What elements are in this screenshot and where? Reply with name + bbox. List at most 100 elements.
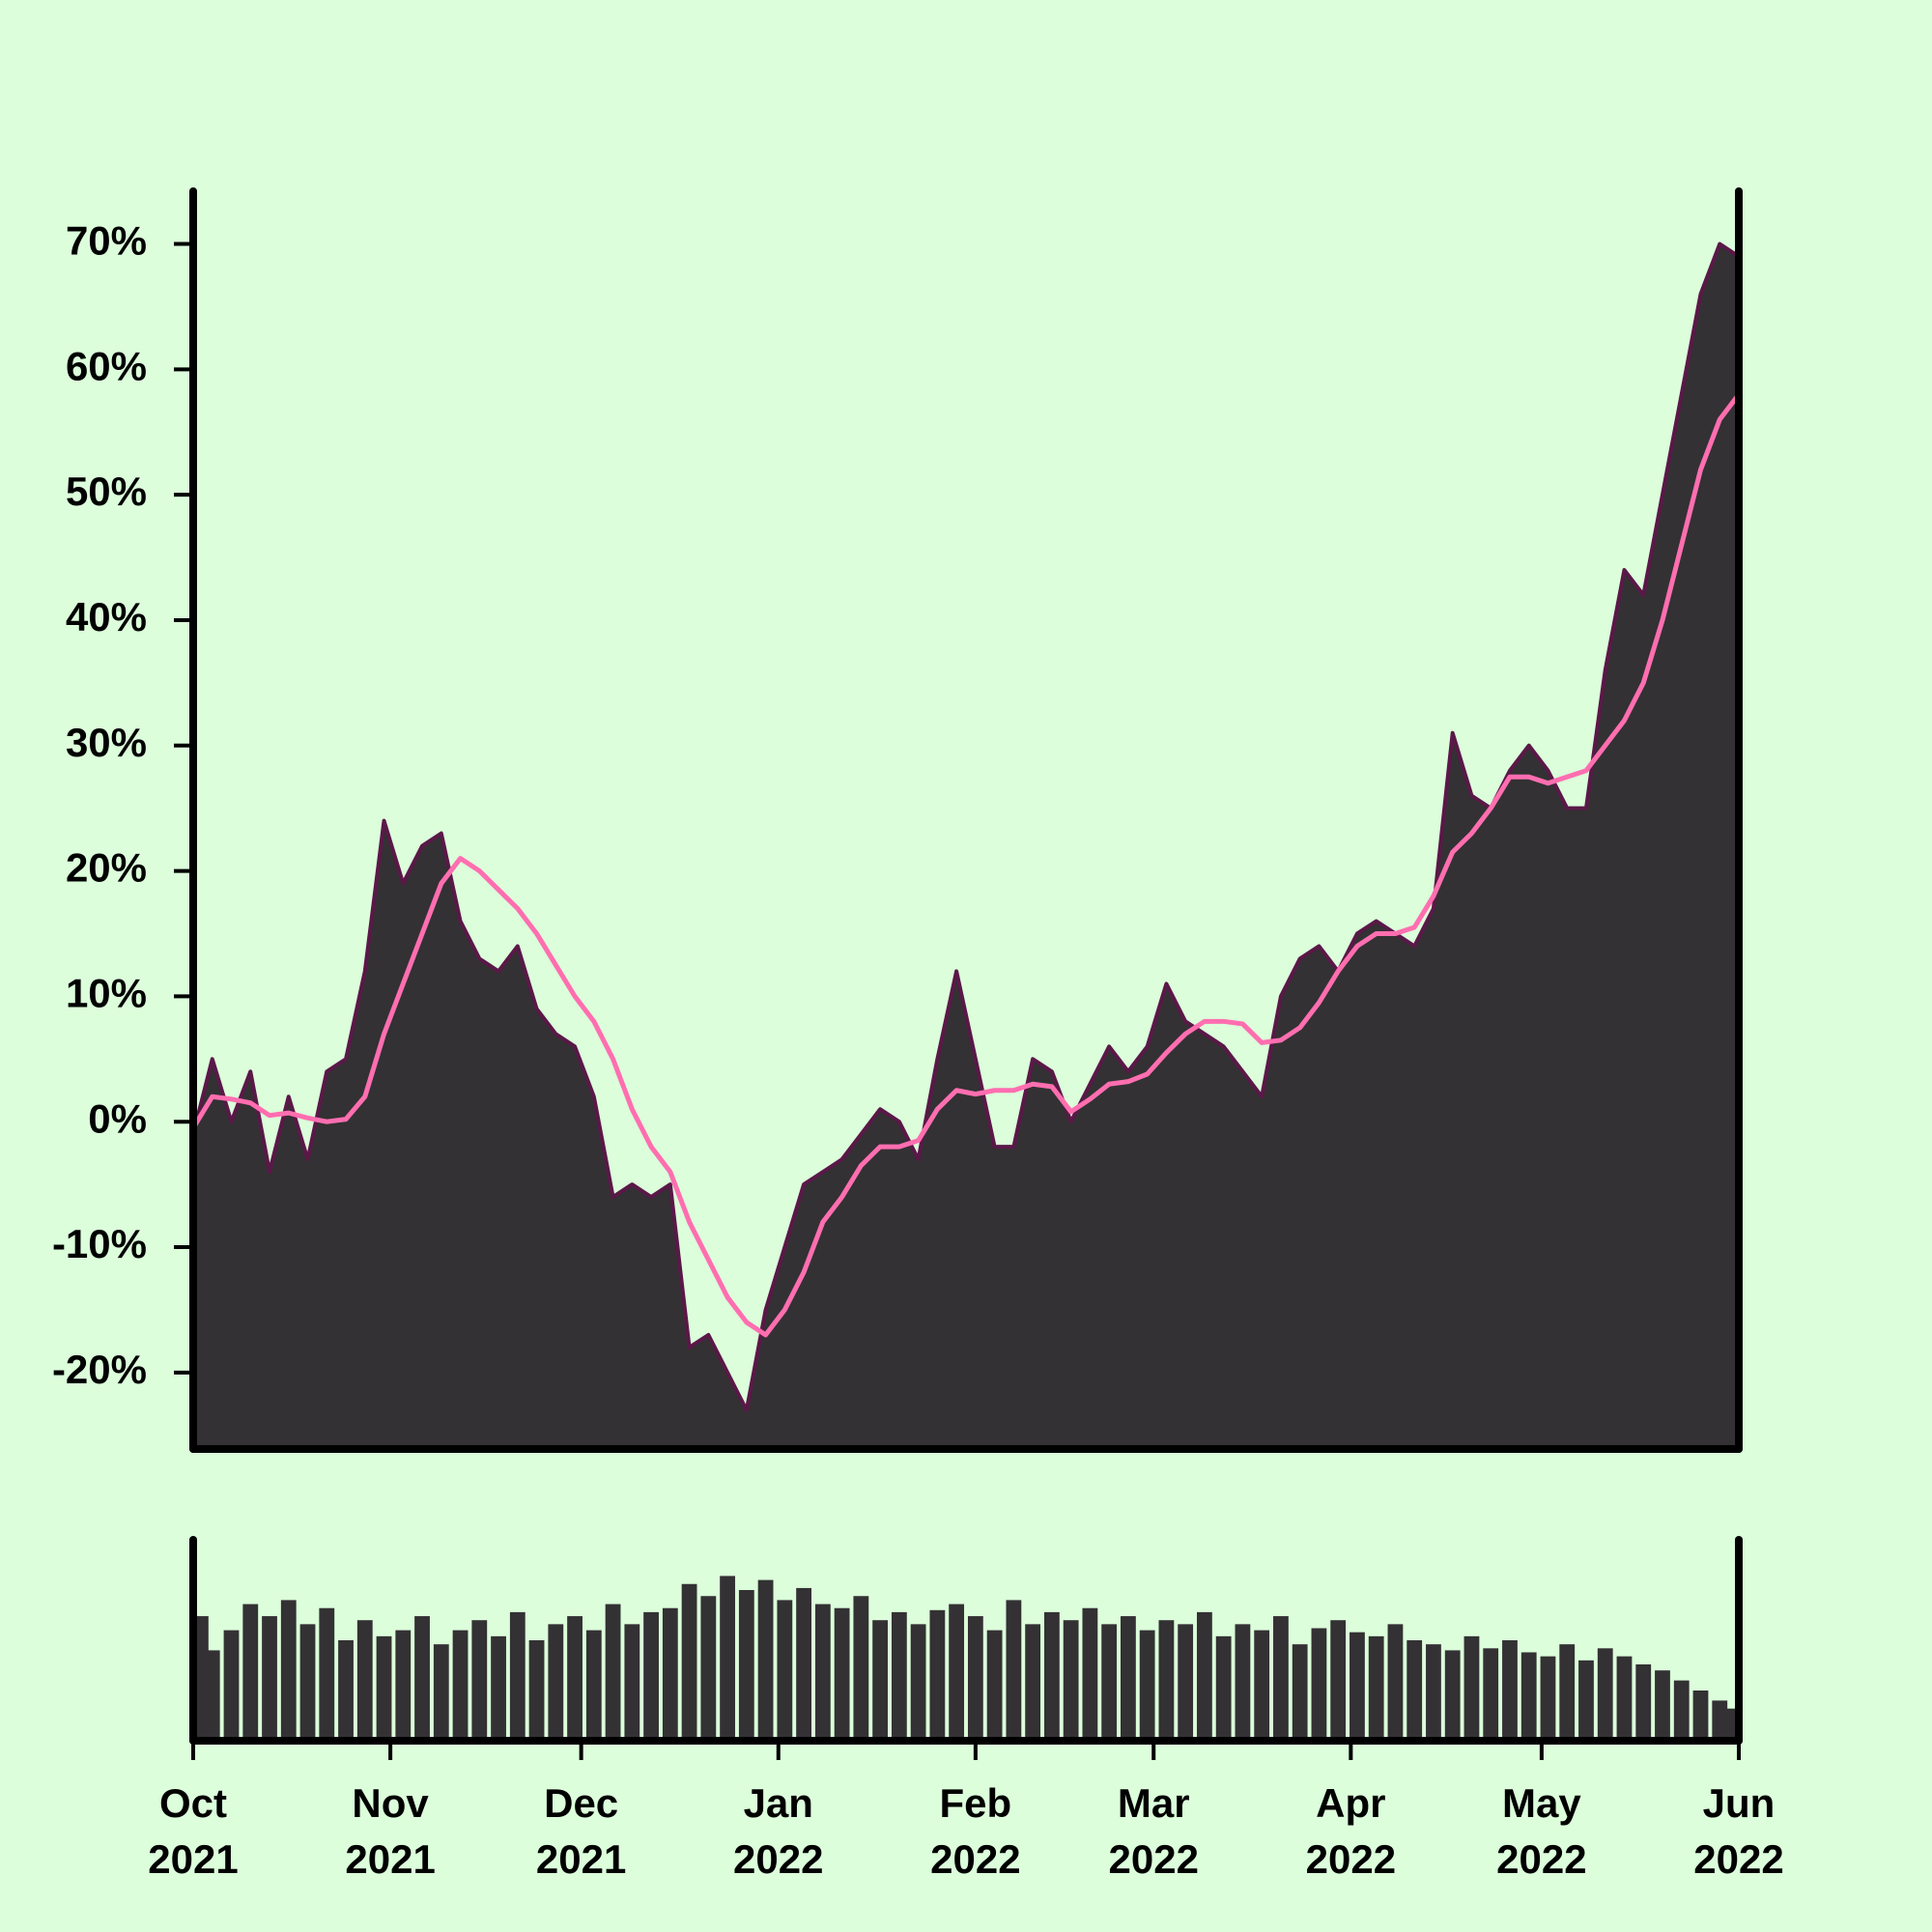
volume-bar: [1559, 1644, 1576, 1741]
volume-bar: [262, 1616, 277, 1741]
volume-bar: [796, 1587, 811, 1741]
volume-bar: [1692, 1690, 1709, 1741]
x-tick-label: Apr 2022: [1305, 1780, 1397, 1882]
volume-bar: [1158, 1620, 1175, 1741]
volume-bar: [1025, 1624, 1041, 1741]
volume-bar: [319, 1607, 335, 1741]
volume-bar: [700, 1596, 717, 1741]
volume-bar: [929, 1609, 946, 1741]
volume-bar: [338, 1640, 354, 1741]
volume-bar: [242, 1604, 259, 1741]
volume-bar: [1101, 1624, 1118, 1741]
volume-bar: [949, 1604, 965, 1741]
volume-bar: [509, 1611, 526, 1741]
y-tick-label: 10%: [66, 970, 147, 1015]
volume-bar: [1673, 1680, 1690, 1741]
x-tick-label: Mar 2022: [1108, 1780, 1199, 1882]
volume-bar: [643, 1611, 659, 1741]
volume-bar: [491, 1635, 506, 1741]
x-tick-label: Jun 2022: [1693, 1780, 1784, 1882]
volume-bar: [548, 1624, 564, 1741]
volume-bar: [1139, 1630, 1155, 1741]
volume-bar: [356, 1620, 373, 1741]
volume-bar: [1444, 1650, 1461, 1741]
volume-bar: [986, 1630, 1003, 1741]
volume-bar: [1215, 1635, 1232, 1741]
volume-bar: [1063, 1620, 1079, 1741]
volume-bar: [1463, 1635, 1480, 1741]
volume-bar: [738, 1590, 754, 1741]
volume-bar: [1006, 1600, 1022, 1741]
x-tick-label: Jan 2022: [733, 1780, 824, 1882]
volume-bar: [662, 1607, 678, 1741]
volume-bar: [1121, 1616, 1136, 1741]
volume-bar: [1350, 1632, 1365, 1741]
volume-bar: [872, 1620, 889, 1741]
volume-bar: [204, 1650, 220, 1741]
volume-bar: [395, 1630, 412, 1741]
volume-bar: [853, 1596, 869, 1741]
volume-bar: [1043, 1611, 1060, 1741]
y-tick-label: 30%: [66, 720, 147, 765]
volume-bar: [1235, 1624, 1251, 1741]
volume-bar: [834, 1607, 850, 1741]
volume-bar: [299, 1624, 316, 1741]
volume-bar: [1540, 1656, 1556, 1741]
volume-bar: [433, 1644, 449, 1741]
volume-bar: [528, 1640, 545, 1741]
volume-bar: [814, 1604, 831, 1741]
volume-bar: [567, 1616, 582, 1741]
volume-bar: [910, 1624, 926, 1741]
volume-bar: [1254, 1630, 1270, 1741]
x-tick-label: May 2022: [1496, 1780, 1587, 1882]
volume-bar: [1273, 1616, 1289, 1741]
volume-bar: [624, 1624, 640, 1741]
volume-bar: [452, 1630, 469, 1741]
volume-bar: [605, 1604, 621, 1741]
volume-bar: [777, 1600, 793, 1741]
volume-bar: [1426, 1644, 1441, 1741]
volume-bar: [1578, 1660, 1594, 1741]
volume-bar: [1406, 1640, 1423, 1741]
y-tick-label: 20%: [66, 845, 147, 891]
volume-bar: [471, 1620, 488, 1741]
volume-bar: [681, 1583, 697, 1741]
volume-bar: [414, 1616, 430, 1741]
y-tick-label: -10%: [52, 1221, 147, 1266]
x-tick-label: Nov 2021: [345, 1780, 436, 1882]
y-tick-label: 50%: [66, 469, 147, 514]
y-tick-label: 70%: [66, 218, 147, 264]
moving-average-line: [190, 392, 1741, 1338]
volume-bar: [1597, 1648, 1613, 1741]
y-tick-label: 60%: [66, 343, 147, 388]
volume-bar: [1178, 1624, 1194, 1741]
volume-bar: [223, 1630, 240, 1741]
volume-bar: [891, 1611, 907, 1741]
volume-bar: [757, 1579, 774, 1741]
volume-bar: [1082, 1607, 1098, 1741]
y-tick-label: 0%: [88, 1095, 147, 1141]
x-tick-label: Feb 2022: [930, 1780, 1021, 1882]
volume-bar: [376, 1635, 392, 1741]
area: [191, 242, 1741, 1451]
volume-bar: [1520, 1652, 1537, 1741]
volume-bar: [1311, 1628, 1327, 1741]
volume-bar: [1655, 1670, 1670, 1741]
volume-bar: [1330, 1620, 1347, 1741]
volume-bar: [720, 1576, 735, 1741]
volume-bar: [1616, 1656, 1633, 1741]
volume-bar: [1197, 1611, 1212, 1741]
volume-bar: [280, 1600, 297, 1741]
volume-bar: [1292, 1644, 1308, 1741]
volume-bar: [1387, 1624, 1404, 1741]
y-tick-label: -20%: [52, 1347, 147, 1392]
volume-bar: [585, 1630, 602, 1741]
volume-bar: [1502, 1640, 1518, 1741]
volume-bar: [967, 1616, 983, 1741]
volume-bar: [1635, 1663, 1652, 1741]
x-tick-label: Oct 2021: [148, 1780, 239, 1882]
x-tick-label: Dec 2021: [535, 1780, 627, 1882]
volume-bar: [1368, 1635, 1384, 1741]
